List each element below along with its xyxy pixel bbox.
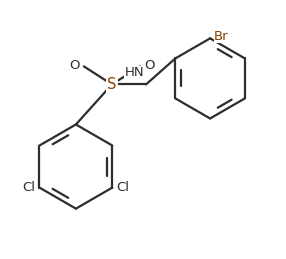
Text: HN: HN [124, 66, 144, 80]
Text: O: O [69, 59, 80, 72]
Text: S: S [107, 77, 117, 92]
Text: O: O [144, 59, 154, 72]
Text: Cl: Cl [116, 181, 129, 194]
Text: Cl: Cl [23, 181, 35, 194]
Text: Br: Br [214, 30, 229, 43]
